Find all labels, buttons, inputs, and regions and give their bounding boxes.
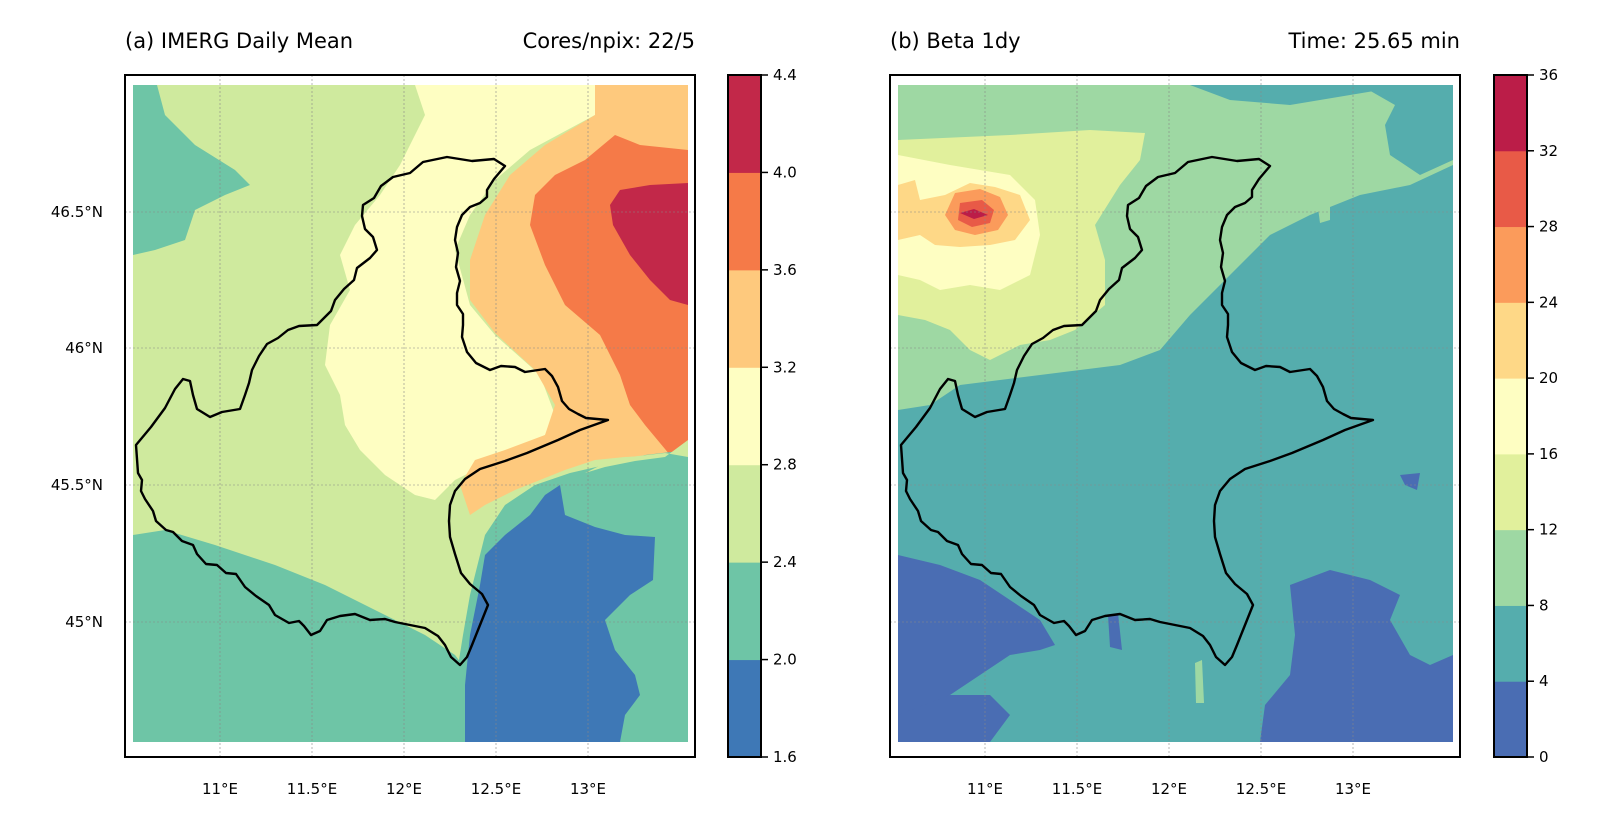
contour-fill [325,85,595,500]
panel-a-frame [124,74,696,758]
colorbar-cell [728,172,761,271]
panel-b-frame [889,74,1461,758]
colorbar-tick-label: 24 [1539,293,1558,311]
panel-a-title: (a) IMERG Daily Mean [125,29,353,53]
colorbar-tick-label: 1.6 [773,748,797,766]
lon-tick: 11°E [967,780,1003,798]
colorbar-cell [728,659,761,758]
colorbar-tick-label: 3.2 [773,358,797,376]
colorbar-tick-label: 16 [1539,445,1558,463]
colorbar-tick-label: 28 [1539,218,1558,236]
contour-fill [898,183,912,201]
contour-fill [960,209,988,219]
lat-tick: 45.5°N [51,476,103,494]
colorbar-tick-label: 0 [1539,748,1549,766]
colorbar-cell [728,367,761,466]
colorbar-tick-label: 4.0 [773,163,797,181]
lon-tick: 13°E [570,780,606,798]
panel-b-lon-ticks: 11°E 11.5°E 12°E 12.5°E 13°E [967,780,1371,798]
colorbar-cell [1494,378,1527,455]
panel-a-map [125,75,695,757]
colorbar-cell [1494,302,1527,379]
colorbar-tick-label: 2.0 [773,651,797,669]
colorbar-cell [728,562,761,661]
contour-fill [1195,660,1204,703]
contour-fill [465,485,655,742]
colorbar-tick-label: 32 [1539,142,1558,160]
colorbar-tick-label: 2.8 [773,456,797,474]
lat-tick: 46°N [65,339,103,357]
graticule [890,75,1460,757]
colorbar-tick-label: 3.6 [773,261,797,279]
contour-fill [1360,85,1453,175]
contour-fill [610,183,688,305]
panel-a-lon-ticks: 11°E 11.5°E 12°E 12.5°E 13°E [202,780,606,798]
lon-tick: 12°E [386,780,422,798]
lon-tick: 12°E [1151,780,1187,798]
colorbar-cell [1494,150,1527,228]
colorbar-a-frame [727,74,762,758]
panel-a-meta: Cores/npix: 22/5 [523,29,695,53]
panel-b: (b) Beta 1dy Time: 25.65 min [889,29,1558,798]
lat-tick: 46.5°N [51,203,103,221]
colorbar-cell [1494,453,1527,531]
contour-fill-coastal-band [585,440,688,473]
colorbar-cell [1494,605,1527,682]
lon-tick: 12.5°E [471,780,521,798]
colorbar-tick-label: 36 [1539,66,1558,84]
lon-tick: 12.5°E [1236,780,1286,798]
colorbar-tick-label: 12 [1539,521,1558,539]
graticule [125,75,695,757]
colorbar-b-frame [1493,74,1528,758]
contour-fill [1260,570,1453,742]
colorbar-tick-label: 2.4 [773,553,797,571]
contour-fill [1400,473,1420,490]
lon-tick: 11.5°E [287,780,337,798]
colorbar-tick-label: 20 [1539,369,1558,387]
contour-fill [133,85,250,255]
colorbar-cell [728,269,761,368]
colorbar-tick-label: 8 [1539,596,1549,614]
panel-b-meta: Time: 25.65 min [1287,29,1460,53]
colorbar-tick-label: 4 [1539,672,1549,690]
colorbar-cell [1494,529,1527,606]
lon-tick: 11.5°E [1052,780,1102,798]
colorbar-cell [1494,226,1527,303]
colorbar-tick-label: 4.4 [773,66,797,84]
panel-b-title: (b) Beta 1dy [890,29,1021,53]
contour-fill [898,555,1055,725]
colorbar-cell [728,75,761,173]
colorbar-b: 0 4 8 12 16 20 24 28 32 36 [1493,66,1558,766]
lon-tick: 11°E [202,780,238,798]
panel-a: (a) IMERG Daily Mean Cores/npix: 22/5 [51,29,797,798]
panel-b-map [890,75,1460,757]
contour-fill [133,530,470,742]
colorbar-cell [728,464,761,563]
lat-tick: 45°N [65,613,103,631]
panel-a-lat-ticks: 46.5°N 46°N 45.5°N 45°N [51,203,103,631]
colorbar-cell [1494,681,1527,758]
colorbar-cell [1494,75,1527,152]
lon-tick: 13°E [1335,780,1371,798]
contour-fill [898,695,1010,742]
colorbar-a: 1.6 2.0 2.4 2.8 3.2 3.6 4.0 4.4 [727,66,797,766]
